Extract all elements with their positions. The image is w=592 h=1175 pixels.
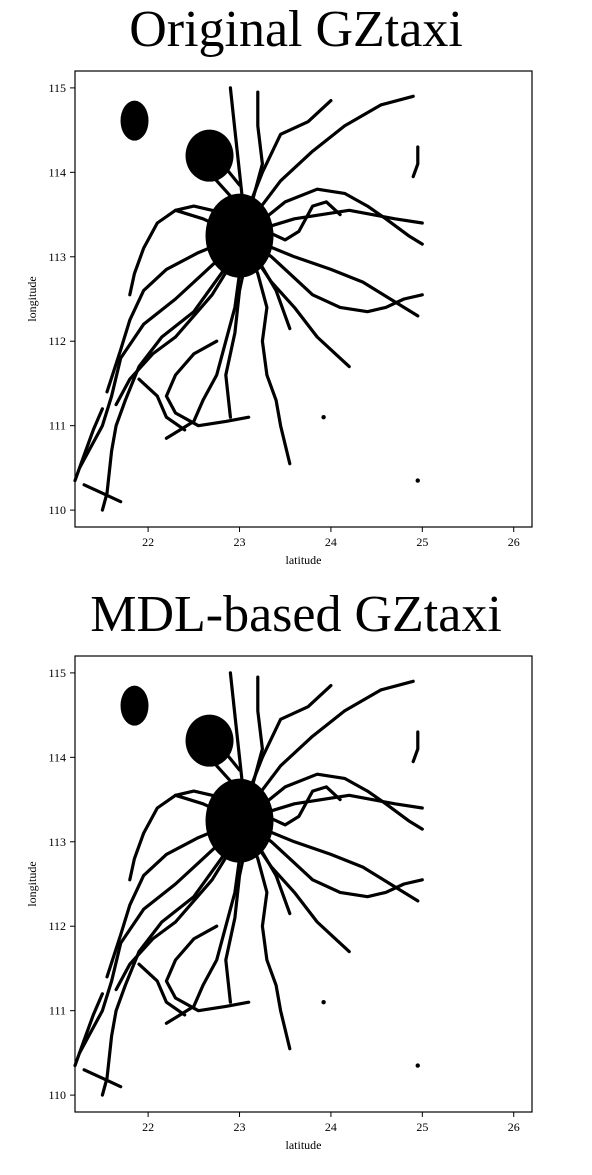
plot-frame: [74, 70, 533, 528]
trajectory-line: [173, 204, 214, 212]
y-tick-label: 112: [48, 334, 66, 348]
trajectory-line: [251, 238, 420, 318]
x-axis-label: latitude: [286, 553, 322, 567]
trajectory-line: [114, 823, 242, 992]
trajectory-line: [265, 785, 342, 827]
x-tick-label: 23: [234, 535, 246, 549]
trajectory-line: [82, 1068, 123, 1089]
y-tick-label: 115: [48, 81, 66, 95]
x-tick-label: 26: [508, 1120, 520, 1134]
x-tick-label: 22: [142, 1120, 154, 1134]
trajectory-line: [173, 789, 214, 797]
trajectory-line: [242, 238, 292, 466]
trajectory-line: [247, 772, 424, 831]
y-tick-label: 113: [48, 250, 66, 264]
trajectory-line: [247, 94, 415, 225]
trajectory-plot: 22 23 24 25 26 110 111 112 113 114 115 latitude long…: [25, 655, 533, 1152]
trajectory-line: [128, 208, 232, 297]
chart-title: MDL-based GZtaxi: [90, 586, 502, 643]
x-tick-label: 26: [508, 535, 520, 549]
trajectory-line: [411, 145, 420, 179]
x-tick-label: 22: [142, 535, 154, 549]
y-tick-label: 111: [49, 1004, 66, 1018]
data-point: [415, 478, 420, 483]
trajectory-line: [205, 738, 242, 793]
panel-mdl-based-gztaxi: MDL-based GZtaxi 22 23 24 25 26 110 111 112 113 1…: [0, 585, 592, 1170]
y-tick-label: 114: [48, 165, 66, 179]
data-point: [321, 1000, 326, 1005]
dense-cluster: [185, 714, 234, 767]
trajectory-line: [228, 671, 246, 802]
trajectory-line: [114, 238, 242, 407]
trajectory-line: [82, 483, 123, 504]
x-tick-label: 25: [416, 1120, 428, 1134]
trajectory-line: [242, 823, 292, 1051]
trajectory-line: [164, 339, 251, 428]
trajectory-plot: 22 23 24 25 26 110 111 112 113 114 115 latitude long…: [25, 70, 533, 567]
trajectory-line: [105, 234, 242, 394]
trajectory-line: [251, 823, 420, 903]
trajectory-line: [247, 242, 292, 331]
trajectory-line: [73, 992, 104, 1068]
trajectory-line: [247, 675, 264, 802]
trajectory-line: [128, 793, 232, 882]
y-tick-label: 110: [48, 1088, 66, 1102]
trajectory-line: [411, 730, 420, 764]
trajectory-line: [164, 238, 242, 440]
trajectory-line: [247, 238, 424, 314]
y-tick-label: 113: [48, 835, 66, 849]
trajectory-line: [247, 679, 415, 810]
trajectory-line: [224, 246, 251, 419]
trajectory-line: [224, 831, 251, 1004]
x-axis-label: latitude: [286, 1138, 322, 1152]
x-tick-label: 23: [234, 1120, 246, 1134]
trajectory-line: [137, 962, 187, 1017]
x-tick-label: 25: [416, 535, 428, 549]
panel-original-gztaxi: Original GZtaxi 22 23 24 25 26 110 111 112 113 11…: [0, 0, 592, 585]
y-tick-label: 111: [49, 419, 66, 433]
data-point: [321, 415, 326, 420]
trajectory-line: [78, 823, 242, 1055]
trajectory-line: [164, 823, 242, 1025]
dense-cluster: [120, 100, 149, 141]
data-point: [415, 1063, 420, 1068]
y-tick-label: 114: [48, 750, 66, 764]
trajectory-line: [247, 187, 424, 246]
trajectory-line: [137, 377, 187, 432]
trajectory-line: [205, 153, 242, 208]
trajectory-line: [78, 238, 242, 470]
trajectory-line: [247, 827, 292, 916]
x-tick-label: 24: [325, 535, 337, 549]
y-axis-label: longitude: [25, 861, 39, 906]
trajectory-line: [73, 407, 104, 483]
y-tick-label: 110: [48, 503, 66, 517]
trajectory-line: [228, 86, 246, 217]
plot-frame: [74, 655, 533, 1113]
chart-title: Original GZtaxi: [129, 1, 463, 58]
trajectory-line: [105, 819, 242, 979]
dense-cluster: [185, 129, 234, 182]
trajectory-line: [247, 823, 424, 899]
trajectory-line: [265, 200, 342, 242]
trajectory-line: [247, 90, 264, 217]
y-axis-label: longitude: [25, 276, 39, 321]
x-tick-label: 24: [325, 1120, 337, 1134]
trajectory-line: [100, 823, 246, 1097]
trajectory-line: [100, 238, 246, 512]
dense-cluster: [120, 685, 149, 726]
y-tick-label: 115: [48, 666, 66, 680]
trajectory-line: [164, 924, 251, 1013]
y-tick-label: 112: [48, 919, 66, 933]
